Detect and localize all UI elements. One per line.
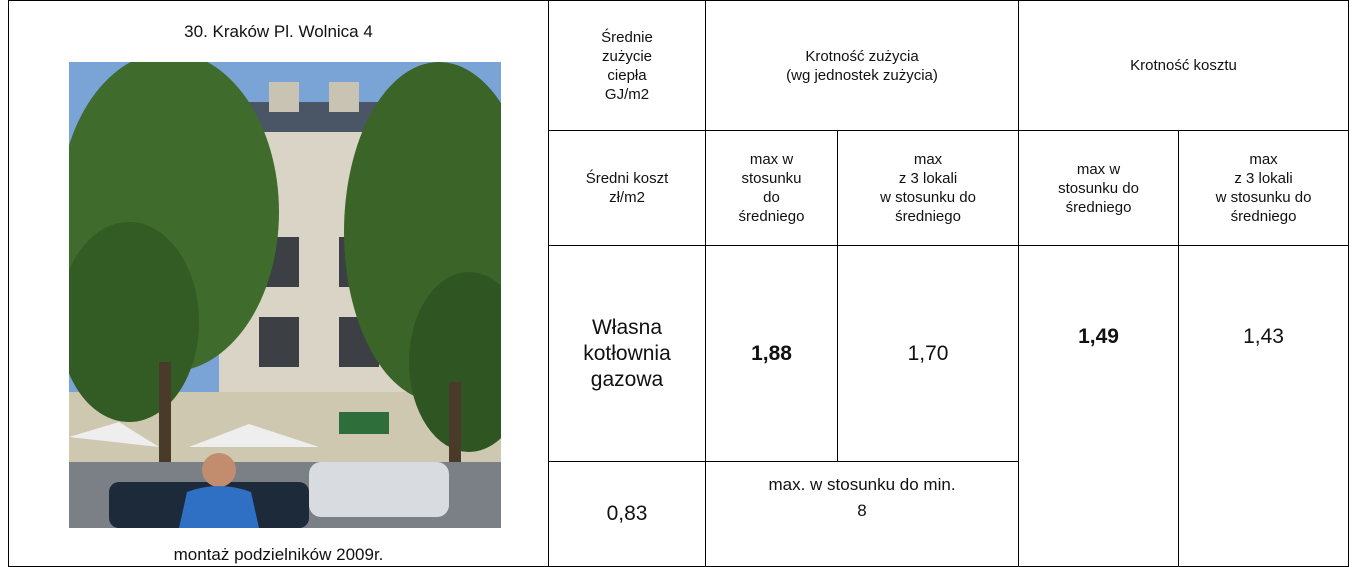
value-cell: 1,88	[706, 246, 838, 462]
value-cell: 1,49	[1019, 246, 1179, 567]
value-cell: 0,83	[549, 462, 706, 567]
data-table: 30. Kraków Pl. Wolnica 4 montaż podzieln…	[8, 0, 1349, 567]
subheader-cell: max z 3 lokali w stosunku do średniego	[1179, 131, 1349, 246]
header-cell: Średnie zużycie ciepła GJ/m2	[549, 1, 706, 131]
photo-cell: 30. Kraków Pl. Wolnica 4 montaż podzieln…	[9, 1, 549, 567]
location-title: 30. Kraków Pl. Wolnica 4	[9, 21, 548, 43]
subheader-cell: max w stosunku do średniego	[706, 131, 838, 246]
subheader-cell: max w stosunku do średniego	[1019, 131, 1179, 246]
subheader-cell: Średni koszt zł/m2	[549, 131, 706, 246]
value-cell: 1,43	[1179, 246, 1349, 567]
subheader-cell: max z 3 lokali w stosunku do średniego	[838, 131, 1019, 246]
photo-caption: montaż podzielników 2009r.	[9, 544, 548, 566]
value-cell: 1,70	[838, 246, 1019, 462]
building-photo	[69, 62, 501, 528]
page: 30. Kraków Pl. Wolnica 4 montaż podzieln…	[0, 0, 1355, 536]
header-cell: Krotność kosztu	[1019, 1, 1349, 131]
header-cell: Krotność zużycia (wg jednostek zużycia)	[706, 1, 1019, 131]
row-label: Własna kotłownia gazowa	[549, 246, 706, 462]
note-cell: max. w stosunku do min. 8	[706, 462, 1019, 567]
